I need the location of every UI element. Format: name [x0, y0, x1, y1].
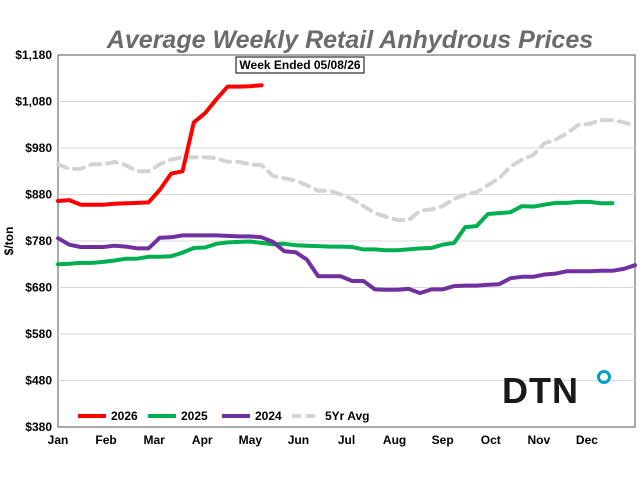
- x-tick-label: Apr: [192, 433, 213, 447]
- chart-title: Average Weekly Retail Anhydrous Prices: [106, 26, 593, 54]
- x-tick-label: May: [239, 433, 263, 447]
- x-tick-label: Nov: [527, 433, 550, 447]
- x-tick-label: Oct: [481, 433, 501, 447]
- logo-dot-icon: [597, 370, 611, 384]
- y-tick-label: $580: [25, 327, 52, 341]
- x-tick-label: Feb: [95, 433, 116, 447]
- logo-text: DTN: [502, 370, 579, 411]
- y-tick-label: $680: [25, 281, 52, 295]
- y-tick-label: $980: [25, 141, 52, 155]
- y-axis: $380 $480 $580 $680 $780 $880 $980 $1,080 $1,180: [15, 48, 52, 434]
- y-axis-label: $/ton: [2, 227, 16, 256]
- subtitle: Week Ended 05/08/26: [239, 58, 361, 72]
- y-tick-label: $780: [25, 234, 52, 248]
- series-line-2026: [56, 83, 264, 207]
- legend-label: 2024: [255, 409, 282, 423]
- x-tick-label: Mar: [143, 433, 165, 447]
- x-axis: Jan Feb Mar Apr May Jun Jul Aug Sep Oct Nov Dec: [48, 433, 599, 447]
- x-tick-label: Jun: [288, 433, 309, 447]
- x-tick-label: Sep: [432, 433, 454, 447]
- y-tick-label: $480: [25, 374, 52, 388]
- series-layer: [56, 83, 637, 296]
- x-tick-label: Jul: [338, 433, 355, 447]
- legend-label: 2025: [181, 409, 208, 423]
- y-tick-label: $880: [25, 188, 52, 202]
- legend-label: 2026: [111, 409, 138, 423]
- legend-label: 5Yr Avg: [325, 409, 369, 423]
- x-tick-label: Dec: [576, 433, 598, 447]
- series-line-2025: [56, 199, 615, 267]
- series-line-5yr-avg: [56, 118, 637, 223]
- y-tick-label: $380: [25, 420, 52, 434]
- x-tick-label: Aug: [383, 433, 406, 447]
- subtitle-box: Week Ended 05/08/26: [235, 56, 365, 74]
- x-tick-label: Jan: [48, 433, 69, 447]
- series-line-2024: [56, 233, 637, 296]
- dtn-logo: DTN: [502, 370, 611, 411]
- legend: 2026 2025 2024 5Yr Avg: [78, 409, 369, 423]
- y-tick-label: $1,080: [15, 95, 52, 109]
- y-tick-label: $1,180: [15, 48, 52, 62]
